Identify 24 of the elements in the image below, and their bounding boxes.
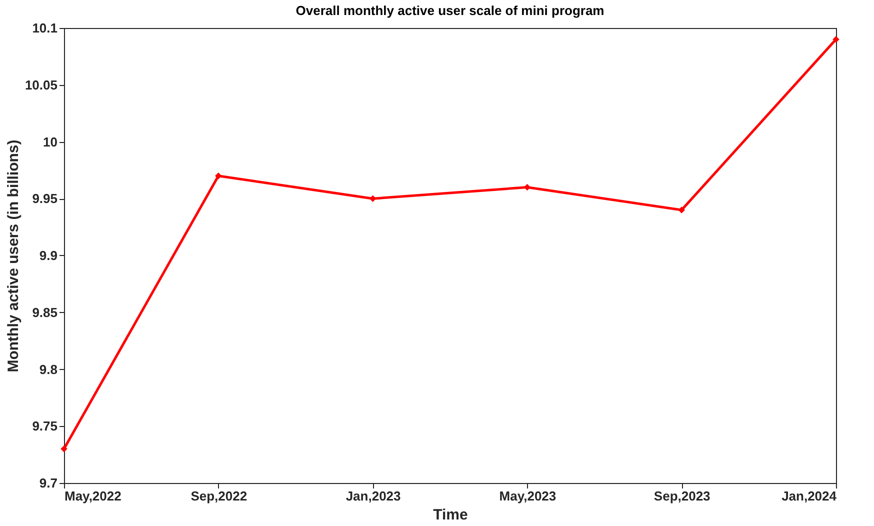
x-tick-label: May,2022: [64, 488, 122, 504]
y-tick-label: 9.95: [32, 191, 58, 206]
y-tick-label: 10.05: [24, 77, 58, 92]
point: [369, 195, 376, 202]
y-tick-label: 10.1: [32, 20, 58, 36]
point: [832, 36, 840, 43]
point: [678, 206, 685, 214]
x-tick-label: Sep,2023: [654, 488, 710, 504]
point: [524, 184, 531, 191]
y-axis-title: Monthly active users (in billions): [4, 140, 22, 372]
point: [215, 172, 222, 180]
y-tick-label: 9.9: [39, 248, 58, 263]
x-tick-label: Jan,2024: [782, 488, 838, 504]
y-tick-label: 9.7: [39, 476, 58, 490]
y-tick-label: 10: [43, 134, 58, 150]
chart-title: Overall monthly active user scale of mini program: [296, 3, 604, 18]
x-tick-label: Sep,2022: [190, 488, 248, 504]
x-tick-label: Jan,2023: [346, 488, 401, 504]
point: [60, 446, 68, 452]
y-tick-label: 9.75: [32, 418, 58, 434]
y-tick-label: 9.8: [39, 362, 58, 377]
x-tick-label: May,2023: [499, 488, 556, 504]
y-tick-label: 9.85: [32, 304, 58, 320]
x-axis-title: Time: [433, 506, 468, 524]
